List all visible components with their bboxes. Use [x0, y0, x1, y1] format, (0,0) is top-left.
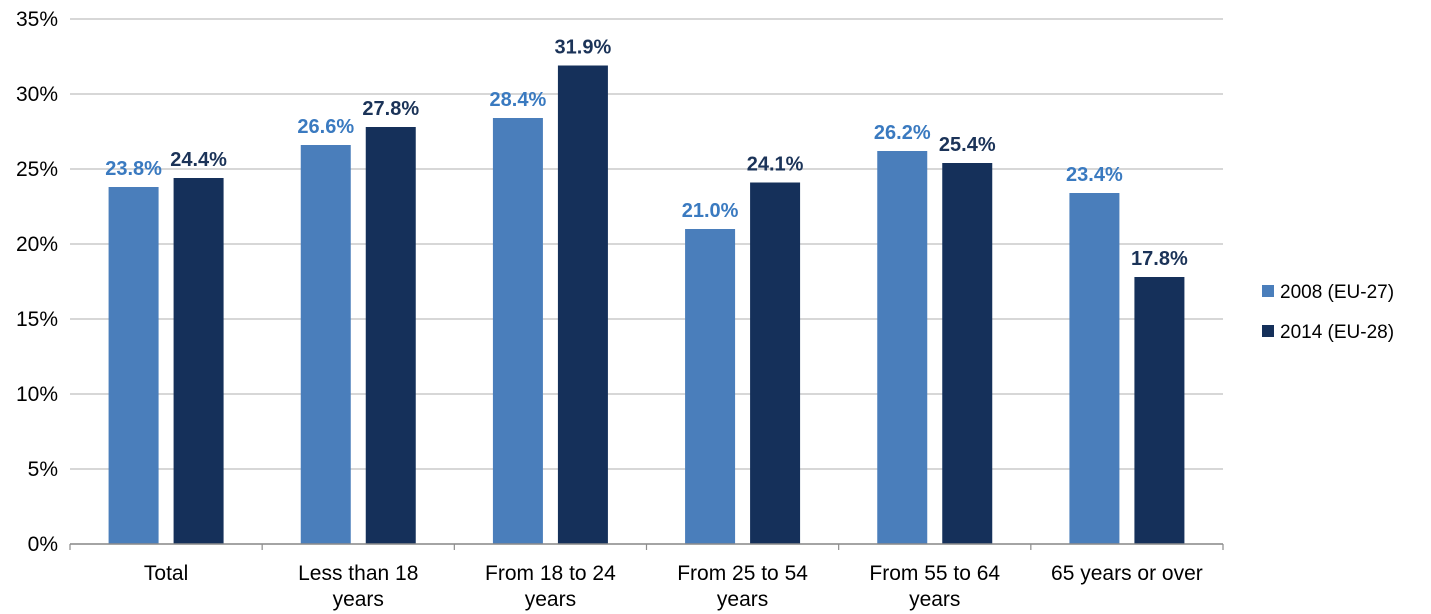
data-label: 24.4% [170, 149, 227, 171]
data-label: 28.4% [490, 89, 547, 111]
bar [942, 163, 993, 544]
data-label: 31.9% [555, 37, 612, 59]
x-tick-label: From 55 to 64 years [869, 562, 1000, 611]
bar [750, 182, 801, 544]
data-labels: 23.8% 24.4% 26.6% 27.8% 28.4% 31.9% 21.0% 24.1%… [105, 37, 1188, 271]
data-label: 26.2% [874, 122, 931, 144]
x-tick-label: From 25 to 54 years [677, 562, 808, 611]
bar [1069, 193, 1120, 544]
data-label: 21.0% [682, 200, 739, 222]
y-tick-label: 15% [16, 308, 58, 331]
data-label: 27.8% [362, 98, 419, 120]
y-tick-label: 25% [16, 158, 58, 181]
y-axis-tick-labels: 0% 5% 10% 15% 20% 25% 30% 35% [16, 8, 58, 556]
bar [685, 229, 736, 544]
bar [108, 187, 159, 544]
bar [300, 145, 351, 544]
gridlines [70, 18, 1223, 545]
y-tick-label: 0% [28, 533, 58, 556]
bars [108, 65, 1185, 544]
legend-swatch [1262, 325, 1274, 337]
y-tick-label: 5% [28, 458, 58, 481]
x-tick-label: From 18 to 24 years [485, 562, 616, 611]
legend-swatch [1262, 285, 1274, 297]
data-label: 23.8% [105, 158, 162, 180]
data-label: 24.1% [747, 154, 804, 176]
bar [365, 127, 416, 544]
bar [492, 118, 543, 544]
legend: 2008 (EU-27) 2014 (EU-28) [1262, 282, 1394, 343]
x-axis: Total Less than 18 years From 18 to 24 years… [69, 543, 1224, 611]
x-tick-label: Less than 18 years [298, 562, 418, 611]
bar [557, 65, 608, 544]
y-tick-label: 35% [16, 8, 58, 31]
bar [1134, 277, 1185, 544]
legend-label: 2014 (EU-28) [1280, 322, 1394, 343]
y-tick-label: 10% [16, 383, 58, 406]
data-label: 17.8% [1131, 248, 1188, 270]
bar [173, 178, 224, 544]
data-label: 23.4% [1066, 164, 1123, 186]
x-tick-label: 65 years or over [1051, 562, 1203, 585]
data-label: 26.6% [297, 116, 354, 138]
data-label: 25.4% [939, 134, 996, 156]
x-tick-label: Total [144, 562, 188, 585]
legend-label: 2008 (EU-27) [1280, 282, 1394, 303]
bar [877, 151, 928, 544]
y-tick-label: 20% [16, 233, 58, 256]
y-tick-label: 30% [16, 83, 58, 106]
